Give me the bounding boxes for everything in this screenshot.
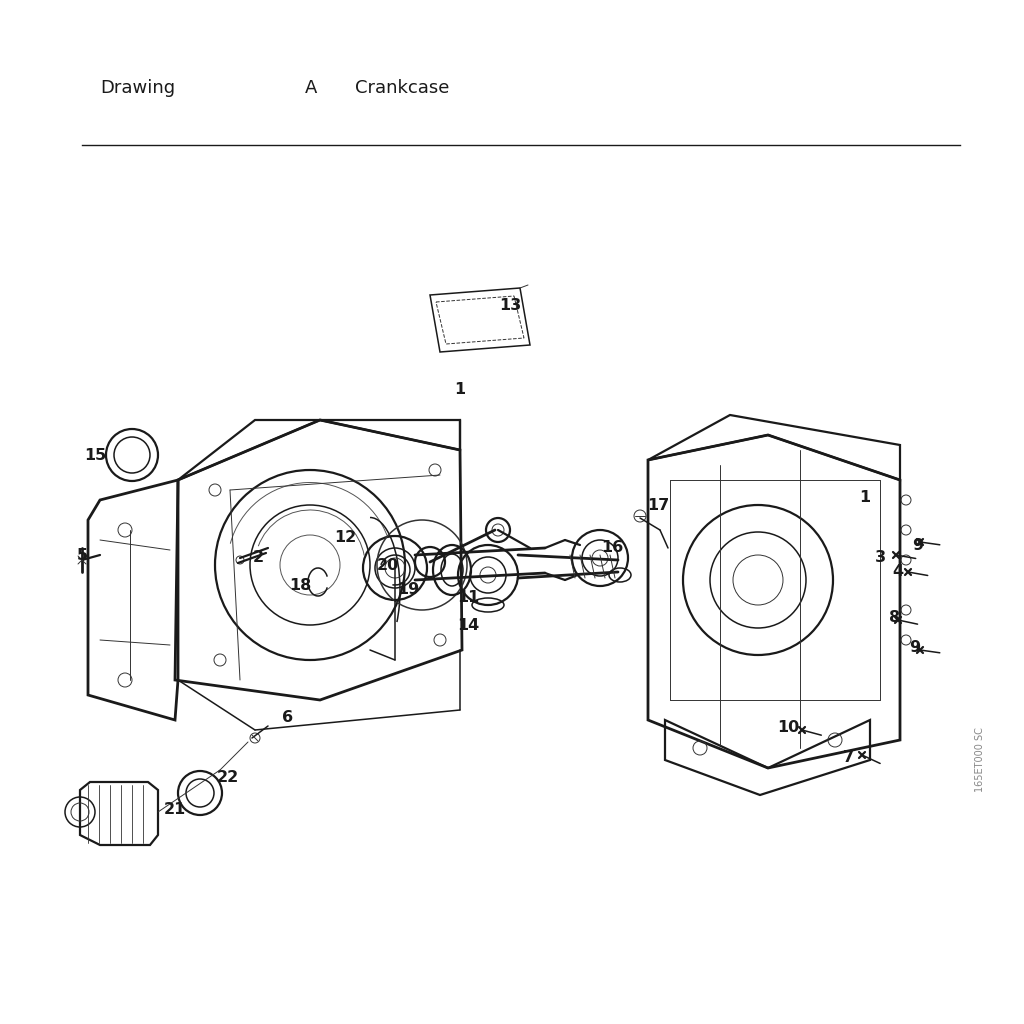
Text: 2: 2: [253, 551, 263, 565]
Text: Crankcase: Crankcase: [355, 79, 450, 97]
Text: 15: 15: [84, 447, 106, 463]
Text: 165ET000 SC: 165ET000 SC: [975, 728, 985, 793]
Text: 11: 11: [457, 591, 479, 605]
Text: 7: 7: [843, 751, 854, 766]
Text: 9: 9: [909, 640, 921, 655]
Text: A: A: [305, 79, 317, 97]
Text: 6: 6: [283, 711, 294, 725]
Text: 10: 10: [777, 721, 799, 735]
Text: 4: 4: [893, 564, 903, 580]
Text: 8: 8: [890, 610, 900, 626]
Text: 21: 21: [164, 803, 186, 817]
Text: 1: 1: [455, 383, 466, 397]
Text: 5: 5: [77, 548, 88, 562]
Text: 1: 1: [859, 490, 870, 506]
Text: 14: 14: [457, 617, 479, 633]
Text: 13: 13: [499, 298, 521, 312]
Text: Drawing: Drawing: [100, 79, 175, 97]
Text: 17: 17: [647, 498, 669, 512]
Text: 16: 16: [601, 541, 624, 555]
Text: 20: 20: [377, 557, 399, 572]
Text: 18: 18: [289, 578, 311, 593]
Text: 22: 22: [217, 770, 240, 785]
Text: 3: 3: [874, 551, 886, 565]
Text: 12: 12: [334, 530, 356, 546]
Text: 19: 19: [397, 583, 419, 597]
Text: 9: 9: [912, 538, 924, 553]
